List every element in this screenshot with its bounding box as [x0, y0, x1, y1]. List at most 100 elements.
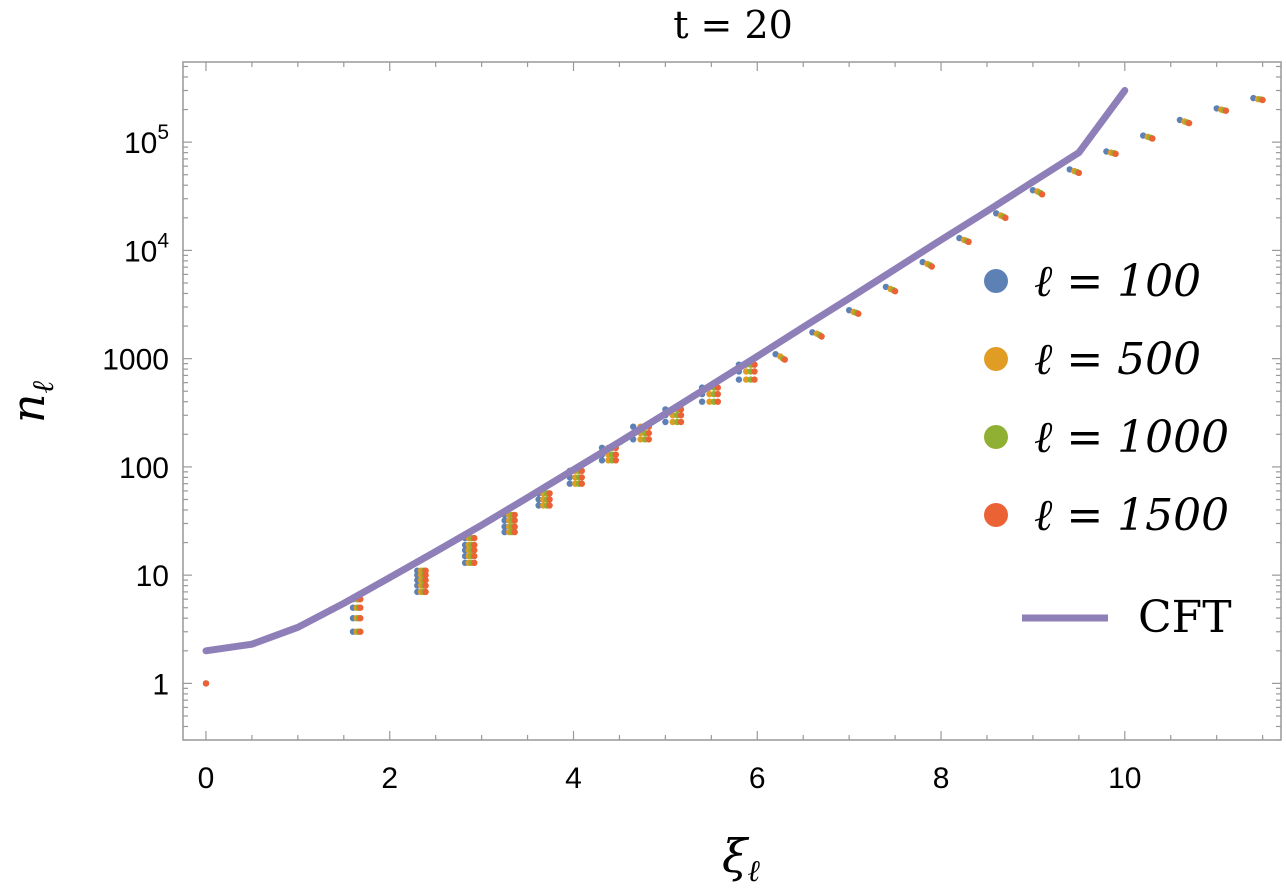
- data-point: [546, 496, 553, 503]
- x-tick-label: 4: [565, 762, 582, 795]
- data-point: [598, 457, 606, 464]
- legend-swatch: [984, 347, 1008, 371]
- data-point: [630, 423, 637, 430]
- data-point: [698, 398, 706, 405]
- data-point: [669, 418, 676, 426]
- legend-item: ℓ = 500: [984, 334, 1201, 385]
- data-point: [357, 604, 364, 611]
- legend-item: CFT: [1022, 592, 1232, 643]
- data-point: [714, 390, 721, 398]
- data-point: [706, 398, 713, 405]
- data-point: [471, 547, 478, 554]
- legend-label: ℓ = 1500: [1034, 490, 1229, 541]
- data-point: [751, 376, 758, 383]
- data-point: [422, 576, 429, 584]
- data-point: [1259, 96, 1266, 104]
- data-point: [735, 376, 743, 383]
- data-point: [578, 480, 585, 487]
- x-tick-label: 2: [381, 762, 398, 795]
- data-point: [677, 412, 685, 419]
- chart-title: t = 20: [673, 3, 793, 47]
- legend-swatch: [984, 269, 1008, 293]
- data-point: [501, 523, 508, 530]
- y-axis-label-main: n: [1, 393, 55, 423]
- data-point: [422, 582, 429, 589]
- data-point: [357, 615, 364, 622]
- y-tick-label: 104: [124, 229, 169, 268]
- data-point: [751, 368, 758, 375]
- data-point: [714, 398, 721, 405]
- data-point: [612, 451, 619, 458]
- data-point: [511, 517, 518, 524]
- data-point: [471, 559, 478, 566]
- data-point: [781, 356, 788, 363]
- data-point: [471, 541, 478, 549]
- legend-swatch: [984, 425, 1008, 449]
- data-point: [677, 418, 685, 426]
- data-point: [637, 436, 644, 443]
- legend-label: ℓ = 100: [1034, 256, 1201, 307]
- data-point: [1038, 191, 1046, 198]
- legend-item: ℓ = 100: [984, 256, 1201, 307]
- data-point: [645, 436, 652, 443]
- data-point: [891, 288, 899, 295]
- data-point: [1185, 119, 1193, 127]
- legend-label: ℓ = 500: [1034, 334, 1201, 385]
- y-tick-label: 100: [119, 452, 169, 485]
- data-point: [928, 263, 935, 270]
- series-4: [202, 87, 1129, 655]
- y-tick-label: 1000: [102, 344, 169, 377]
- data-point: [511, 523, 518, 530]
- x-axis-label-main: ξ: [722, 829, 750, 883]
- y-tick-label: 105: [124, 121, 169, 160]
- x-tick-label: 6: [749, 762, 766, 795]
- data-point: [1075, 169, 1083, 177]
- x-axis-label-sub: ℓ: [747, 854, 760, 889]
- data-point: [511, 511, 518, 519]
- data-point: [202, 680, 210, 687]
- x-tick-label: 8: [933, 762, 950, 795]
- data-point: [965, 238, 972, 245]
- data-point: [1002, 214, 1009, 221]
- data-point: [357, 628, 364, 635]
- data-point: [546, 502, 553, 509]
- data-point: [471, 534, 478, 542]
- data-point: [501, 517, 508, 524]
- x-tick-label: 0: [198, 762, 215, 795]
- data-point: [501, 528, 508, 536]
- data-point: [743, 376, 750, 383]
- y-axis-label: nℓ: [1, 380, 61, 423]
- data-point: [511, 528, 518, 536]
- series-3: [202, 96, 1266, 687]
- data-point: [535, 496, 542, 503]
- data-point: [1112, 150, 1119, 157]
- data-point: [743, 368, 750, 375]
- data-point: [422, 571, 429, 579]
- data-point: [422, 567, 429, 574]
- data-point: [546, 490, 553, 497]
- legend-swatch: [984, 503, 1008, 527]
- legend-item: ℓ = 1000: [984, 412, 1229, 463]
- x-axis-label: ξℓ: [722, 829, 760, 889]
- legend-label: ℓ = 1000: [1034, 412, 1229, 463]
- data-point: [471, 552, 478, 560]
- data-point: [566, 480, 573, 487]
- data-point: [662, 418, 669, 426]
- plot-frame: [182, 61, 1282, 741]
- data-point: [706, 390, 713, 398]
- legend: ℓ = 100 ℓ = 500 ℓ = 1000 ℓ = 1500 CFT: [984, 256, 1232, 643]
- x-tick-label: 10: [1108, 762, 1141, 795]
- data-point: [645, 429, 652, 437]
- plot-data: [202, 87, 1266, 687]
- x-axis-ticks: 0 2 4 6 8 10: [198, 62, 1264, 795]
- y-axis-label-sub: ℓ: [26, 380, 61, 393]
- y-tick-label: 1: [152, 668, 169, 701]
- data-point: [855, 310, 862, 317]
- data-point: [422, 588, 429, 596]
- data-point: [535, 502, 542, 509]
- data-point: [1222, 107, 1230, 114]
- data-point: [612, 457, 619, 464]
- legend-item: ℓ = 1500: [984, 490, 1229, 541]
- y-tick-label: 10: [136, 560, 169, 593]
